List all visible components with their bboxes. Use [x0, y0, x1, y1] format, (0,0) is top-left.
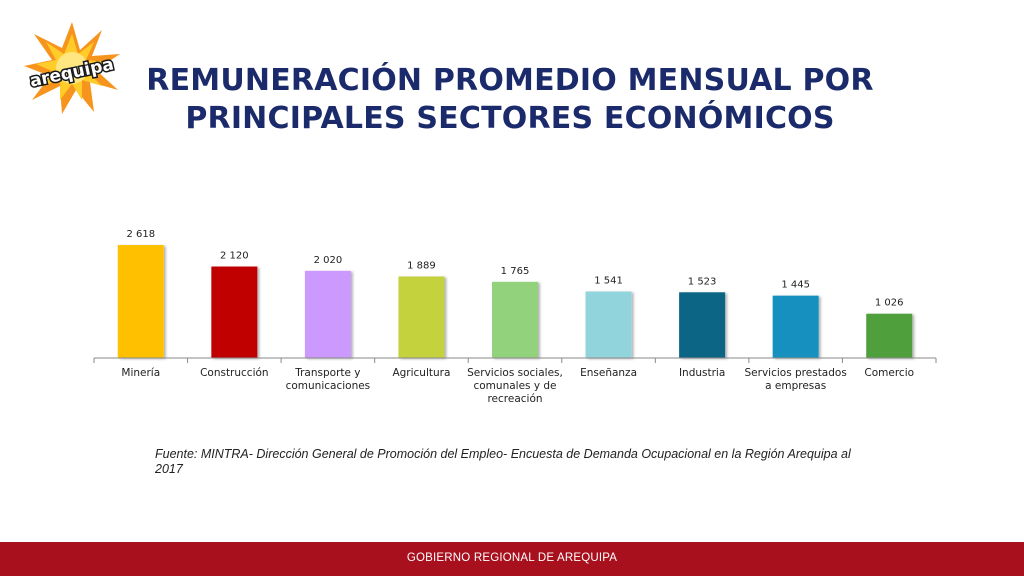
- bar-value-label: 2 120: [220, 251, 249, 262]
- bar: [679, 292, 726, 358]
- category-label: Minería: [121, 367, 160, 379]
- category-label: Enseñanza: [580, 367, 637, 379]
- category-label: Industria: [679, 367, 725, 379]
- bar-value-label: 1 445: [781, 280, 810, 291]
- category-label: Comercio: [864, 367, 914, 379]
- footer-text: GOBIERNO REGIONAL DE AREQUIPA: [406, 552, 618, 564]
- footer-bar: GOBIERNO REGIONAL DE AREQUIPA: [0, 542, 1024, 576]
- category-label: Transporte y comunicaciones: [286, 367, 371, 392]
- bar-value-label: 1 026: [875, 298, 904, 309]
- bar-chart: 2 618 2 120 2 020 1 889 1 765 1 541 1 523 1 445…: [93, 229, 937, 405]
- title-line-2: PRINCIPALES SECTORES ECONÓMICOS: [185, 101, 835, 136]
- bar: [585, 291, 632, 358]
- category-label: Agricultura: [392, 367, 450, 379]
- bar-value-label: 1 523: [688, 276, 717, 287]
- bar-value-label: 2 020: [314, 255, 343, 266]
- bar-value-label: 1 765: [501, 266, 530, 277]
- bar: [492, 281, 538, 358]
- source-note: Fuente: MINTRA- Dirección General de Pro…: [155, 447, 851, 476]
- bar: [117, 245, 164, 358]
- category-label: Servicios sociales, comunales y de recreac…: [467, 367, 563, 405]
- bar: [772, 295, 819, 358]
- page-title: REMUNERACIÓN PROMEDIO MENSUAL POR PRINCI…: [140, 62, 880, 138]
- bar: [398, 276, 445, 358]
- bar: [304, 270, 351, 358]
- arequipa-logo: arequipa: [24, 22, 120, 114]
- bar: [866, 313, 913, 358]
- bar-value-label: 2 618: [126, 229, 155, 240]
- category-label: Construcción: [200, 367, 269, 379]
- bar-value-label: 1 889: [407, 260, 436, 271]
- bar: [211, 266, 258, 358]
- sun-logo-icon: [24, 22, 120, 114]
- category-label: Servicios prestados a empresas: [745, 367, 847, 392]
- title-line-1: REMUNERACIÓN PROMEDIO MENSUAL POR: [146, 63, 874, 98]
- bar-value-label: 1 541: [594, 276, 623, 287]
